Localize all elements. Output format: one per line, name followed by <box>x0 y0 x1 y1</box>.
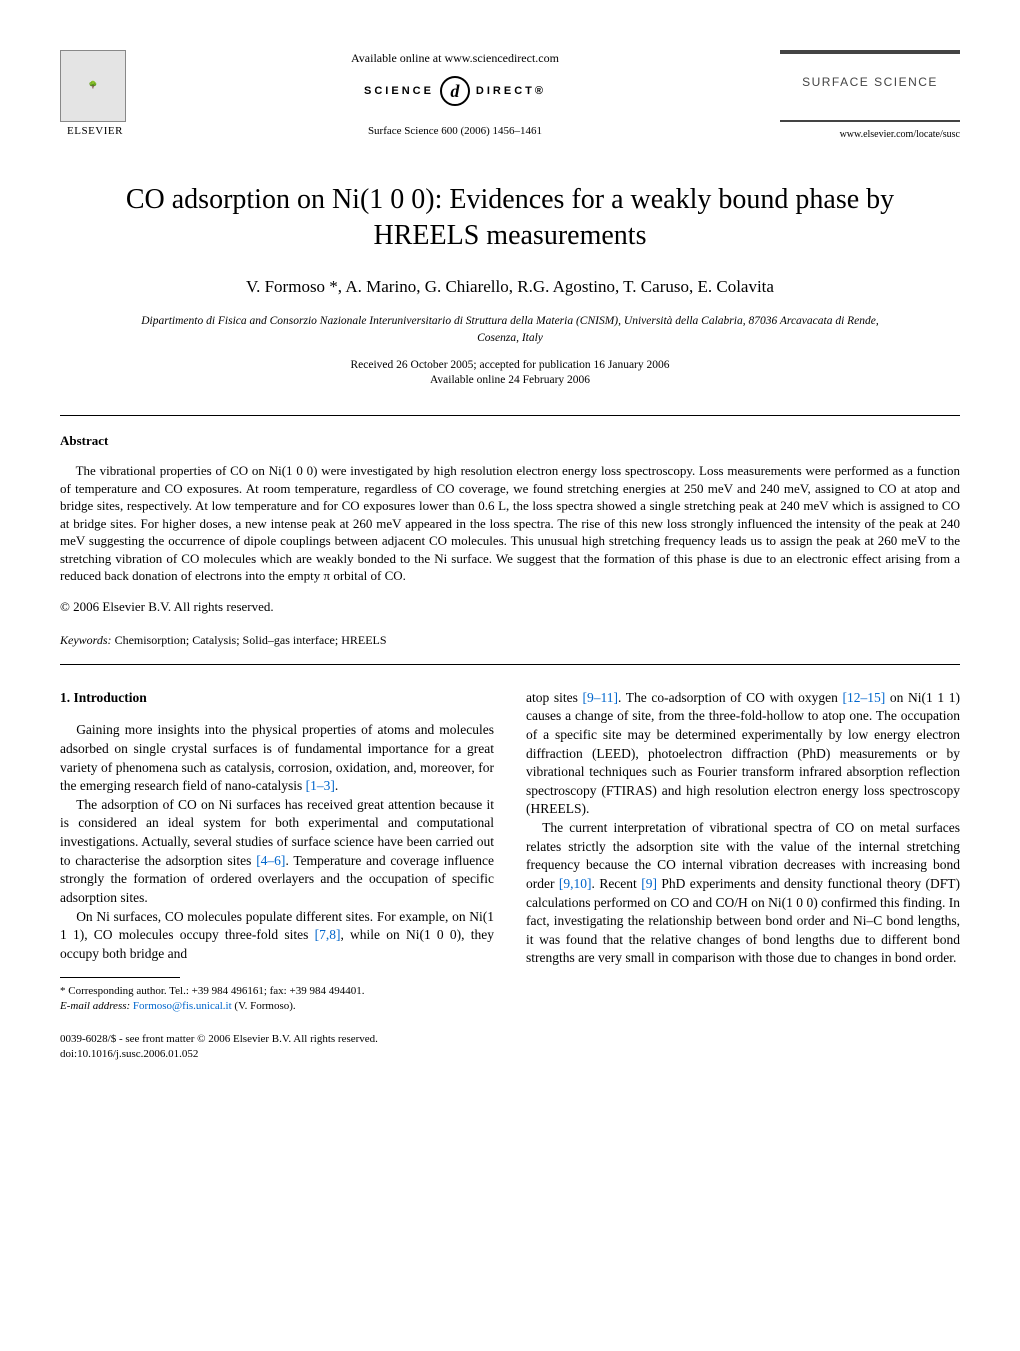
abstract-section: Abstract The vibrational properties of C… <box>60 432 960 616</box>
sd-symbol-icon: d <box>440 76 470 106</box>
page-header: 🌳 ELSEVIER Available online at www.scien… <box>60 50 960 142</box>
elsevier-tree-icon: 🌳 <box>60 50 126 122</box>
available-online-text: Available online at www.sciencedirect.co… <box>130 50 780 66</box>
right-column: atop sites [9–11]. The co-adsorption of … <box>526 689 960 1062</box>
sd-left: SCIENCE <box>364 84 434 99</box>
footnote-separator <box>60 977 180 978</box>
email-tail: (V. Formoso). <box>232 1000 296 1012</box>
publisher-name: ELSEVIER <box>60 124 130 139</box>
corresponding-text: * Corresponding author. Tel.: +39 984 49… <box>60 985 364 997</box>
citation-link[interactable]: [9–11] <box>583 690 619 705</box>
available-online-date: Available online 24 February 2006 <box>430 374 590 386</box>
citation-link[interactable]: [1–3] <box>306 778 335 793</box>
citation-link[interactable]: [4–6] <box>256 853 285 868</box>
header-center: Available online at www.sciencedirect.co… <box>130 50 780 139</box>
affiliation: Dipartimento di Fisica and Consorzio Naz… <box>120 313 900 345</box>
locate-url[interactable]: www.elsevier.com/locate/susc <box>780 128 960 142</box>
publication-dates: Received 26 October 2005; accepted for p… <box>60 358 960 389</box>
abstract-heading: Abstract <box>60 432 960 450</box>
body-paragraph: On Ni surfaces, CO molecules populate di… <box>60 908 494 964</box>
doi-line: doi:10.1016/j.susc.2006.01.052 <box>60 1047 494 1062</box>
corresponding-author-footnote: * Corresponding author. Tel.: +39 984 49… <box>60 984 494 1014</box>
body-paragraph: Gaining more insights into the physical … <box>60 721 494 796</box>
sciencedirect-logo: SCIENCE d DIRECT® <box>130 76 780 106</box>
citation-link[interactable]: [12–15] <box>842 690 885 705</box>
body-paragraph: atop sites [9–11]. The co-adsorption of … <box>526 689 960 819</box>
separator-rule <box>60 415 960 416</box>
citation-link[interactable]: [9,10] <box>559 876 592 891</box>
article-title: CO adsorption on Ni(1 0 0): Evidences fo… <box>100 182 920 255</box>
author-email-link[interactable]: Formoso@fis.unical.it <box>130 1000 232 1012</box>
journal-name-box: SURFACE SCIENCE <box>780 50 960 122</box>
copyright-line: © 2006 Elsevier B.V. All rights reserved… <box>60 598 960 616</box>
publisher-logo: 🌳 ELSEVIER <box>60 50 130 139</box>
left-column: 1. Introduction Gaining more insights in… <box>60 689 494 1062</box>
section-heading-intro: 1. Introduction <box>60 689 494 708</box>
body-paragraph: The adsorption of CO on Ni surfaces has … <box>60 796 494 908</box>
sd-right: DIRECT® <box>476 84 546 99</box>
citation-link[interactable]: [9] <box>641 876 657 891</box>
body-columns: 1. Introduction Gaining more insights in… <box>60 689 960 1062</box>
keywords-text: Chemisorption; Catalysis; Solid–gas inte… <box>112 633 387 647</box>
separator-rule-2 <box>60 664 960 665</box>
keywords-label: Keywords: <box>60 633 112 647</box>
header-right: SURFACE SCIENCE www.elsevier.com/locate/… <box>780 50 960 142</box>
journal-reference: Surface Science 600 (2006) 1456–1461 <box>130 124 780 139</box>
keywords-line: Keywords: Chemisorption; Catalysis; Soli… <box>60 632 960 648</box>
citation-link[interactable]: [7,8] <box>315 927 341 942</box>
received-accepted: Received 26 October 2005; accepted for p… <box>350 359 669 371</box>
authors-line: V. Formoso *, A. Marino, G. Chiarello, R… <box>60 276 960 299</box>
email-label: E-mail address: <box>60 1000 130 1012</box>
abstract-text: The vibrational properties of CO on Ni(1… <box>60 462 960 585</box>
front-matter-line: 0039-6028/$ - see front matter © 2006 El… <box>60 1032 494 1047</box>
body-paragraph: The current interpretation of vibrationa… <box>526 819 960 968</box>
